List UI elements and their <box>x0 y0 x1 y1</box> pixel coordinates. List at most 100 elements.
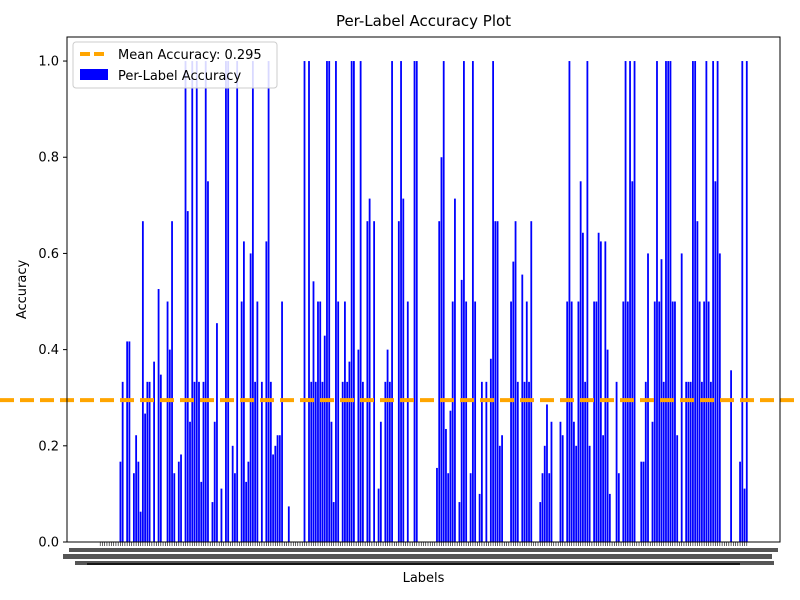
accuracy-bar <box>346 381 349 542</box>
accuracy-bar <box>575 445 578 542</box>
accuracy-bar <box>525 301 528 542</box>
accuracy-bar <box>276 435 279 542</box>
accuracy-bar <box>694 61 697 543</box>
accuracy-bar <box>312 281 315 542</box>
accuracy-bar <box>707 301 710 542</box>
accuracy-bar <box>353 61 355 543</box>
accuracy-bar <box>335 61 337 543</box>
accuracy-bar <box>348 361 351 542</box>
accuracy-bar <box>337 301 340 542</box>
accuracy-bar <box>413 61 416 543</box>
accuracy-bar <box>449 410 452 542</box>
accuracy-bar <box>314 381 317 542</box>
accuracy-bar <box>548 473 551 542</box>
accuracy-bar <box>168 349 171 542</box>
accuracy-bar <box>220 488 223 542</box>
accuracy-bar <box>480 381 483 542</box>
accuracy-bar <box>135 435 138 542</box>
accuracy-bar <box>718 253 721 542</box>
legend-box <box>72 41 278 89</box>
accuracy-bar <box>658 301 661 542</box>
accuracy-bar <box>516 381 519 542</box>
accuracy-bar <box>739 461 741 542</box>
accuracy-bar <box>498 445 501 542</box>
accuracy-bar <box>391 61 393 543</box>
legend-mean-label: Mean Accuracy: 0.295 <box>118 48 262 63</box>
accuracy-bar <box>236 61 239 543</box>
accuracy-bar <box>171 221 173 542</box>
accuracy-bar <box>541 473 544 542</box>
accuracy-bar <box>633 61 636 543</box>
accuracy-bar <box>436 467 438 542</box>
accuracy-bar <box>460 279 463 542</box>
accuracy-bar <box>566 301 569 542</box>
accuracy-bar <box>308 61 310 543</box>
accuracy-bar <box>128 341 131 542</box>
accuracy-bar <box>629 61 631 543</box>
y-tick-label: 0.0 <box>38 536 59 551</box>
accuracy-bar <box>189 421 191 542</box>
accuracy-bar <box>249 253 252 542</box>
accuracy-bar <box>602 435 605 542</box>
accuracy-bar <box>656 61 658 543</box>
accuracy-bar <box>303 61 306 543</box>
accuracy-bar <box>669 61 672 543</box>
y-tick-label: 0.8 <box>38 151 59 166</box>
accuracy-bar <box>586 61 589 543</box>
accuracy-bar <box>514 221 517 542</box>
accuracy-bar <box>397 221 400 542</box>
accuracy-bar <box>341 381 344 542</box>
accuracy-bar <box>705 61 708 543</box>
accuracy-bar <box>243 241 245 542</box>
accuracy-bar <box>447 473 450 542</box>
accuracy-bar <box>321 381 324 542</box>
accuracy-bar <box>366 221 369 542</box>
accuracy-bar <box>225 61 227 543</box>
y-axis-ticks: 0.0 0.2 0.4 0.6 0.8 1.0 <box>38 55 67 551</box>
accuracy-bar <box>631 181 634 543</box>
accuracy-bar <box>463 61 465 543</box>
accuracy-bar <box>119 461 122 542</box>
x-axis-title: Labels <box>403 571 445 586</box>
accuracy-bar <box>198 381 200 542</box>
accuracy-bar <box>274 445 277 542</box>
accuracy-bar <box>570 301 573 542</box>
accuracy-bar <box>546 404 548 542</box>
accuracy-bar <box>186 211 189 542</box>
accuracy-bar <box>402 198 405 542</box>
accuracy-bar <box>213 421 216 542</box>
accuracy-bar <box>379 421 382 542</box>
accuracy-bar <box>510 301 512 542</box>
accuracy-bar <box>492 61 494 543</box>
accuracy-bar <box>671 301 674 542</box>
accuracy-bar <box>474 301 477 542</box>
accuracy-bar <box>579 181 582 543</box>
accuracy-bar <box>173 473 176 542</box>
accuracy-bar <box>680 253 683 542</box>
accuracy-bar <box>716 61 719 543</box>
accuracy-bar <box>692 61 694 543</box>
accuracy-bar <box>703 301 706 542</box>
accuracy-bar <box>251 61 254 543</box>
x-tick-label-clutter <box>63 554 772 559</box>
accuracy-bar <box>148 381 151 542</box>
accuracy-bar <box>269 381 272 542</box>
accuracy-bar <box>485 381 488 542</box>
accuracy-bar <box>642 461 645 542</box>
legend-bar-swatch <box>80 69 108 80</box>
accuracy-bar <box>141 221 144 542</box>
accuracy-bar <box>153 361 155 542</box>
accuracy-bar <box>445 428 447 542</box>
accuracy-bar <box>368 198 371 542</box>
accuracy-bar <box>121 381 124 542</box>
accuracy-bar <box>177 461 180 542</box>
x-tick-label-clutter <box>75 561 774 565</box>
accuracy-bar <box>357 349 360 542</box>
accuracy-bar <box>126 341 129 542</box>
accuracy-bar <box>254 381 257 542</box>
accuracy-bar <box>377 488 380 542</box>
accuracy-bar <box>330 421 333 542</box>
accuracy-bar <box>469 473 472 542</box>
accuracy-bar <box>676 435 679 542</box>
accuracy-bar <box>530 221 533 542</box>
